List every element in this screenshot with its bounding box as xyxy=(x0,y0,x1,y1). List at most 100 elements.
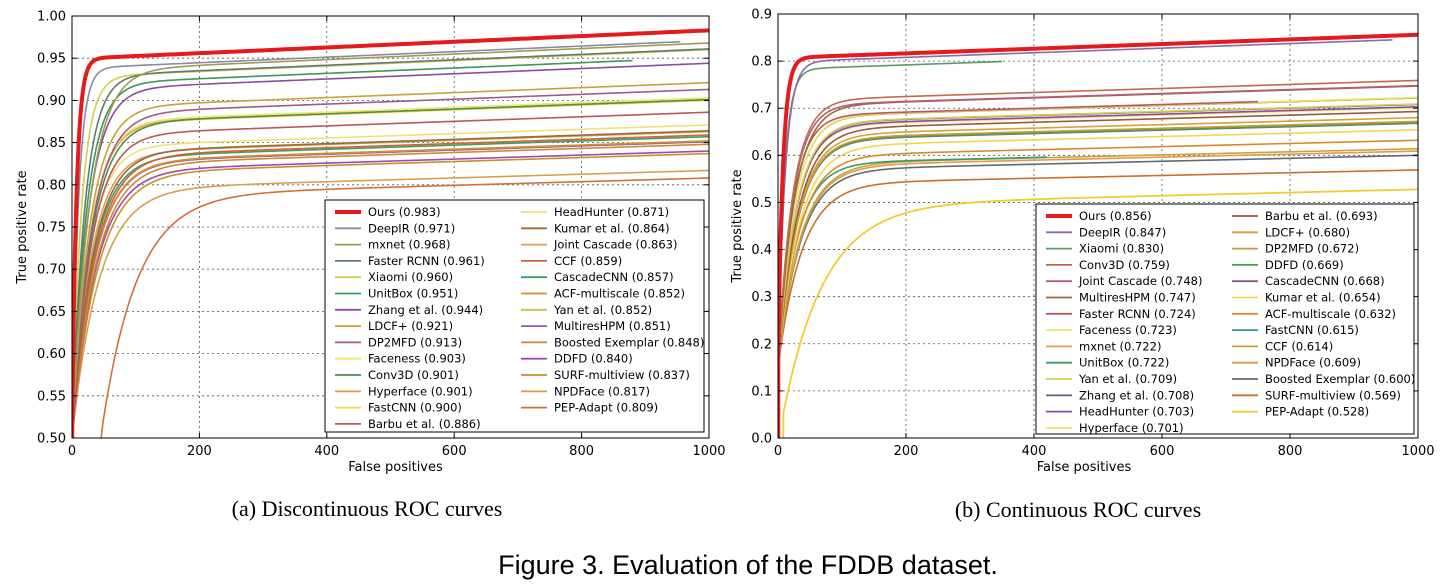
legend-label: MultiresHPM (0.747) xyxy=(1079,291,1196,305)
legend-label: CCF (0.614) xyxy=(1265,339,1333,353)
series-line-boosted-exemplar-0-848 xyxy=(72,143,709,438)
y-tick-label: 0.3 xyxy=(751,290,772,305)
series-line-dp2mfd-0-913 xyxy=(72,88,709,438)
legend-label: Joint Cascade (0.748) xyxy=(1078,274,1202,288)
legend-label: Barbu et al. (0.693) xyxy=(1265,209,1378,223)
legend-item-ldcf-0-921: LDCF+ (0.921) xyxy=(335,319,453,333)
legend-label: DDFD (0.669) xyxy=(1265,258,1344,272)
y-tick-label: 0.80 xyxy=(37,178,66,193)
legend-item-ours-0-983: Ours (0.983) xyxy=(335,205,441,219)
legend-item-surf-multiview-0-837: SURF-multiview (0.837) xyxy=(521,368,690,382)
legend-label: CascadeCNN (0.857) xyxy=(554,270,674,284)
y-tick-label: 0.0 xyxy=(751,432,772,447)
y-tick-label: 0.60 xyxy=(37,347,66,362)
legend-label: ACF-multiscale (0.852) xyxy=(554,287,685,301)
legend-item-zhang-et-al-0-708: Zhang et al. (0.708) xyxy=(1046,388,1194,402)
legend-item-ccf-0-859: CCF (0.859) xyxy=(521,254,622,268)
legend-label: mxnet (0.968) xyxy=(368,238,450,252)
legend-label: NPDFace (0.817) xyxy=(554,384,650,398)
legend-label: Kumar et al. (0.864) xyxy=(554,221,670,235)
legend-item-ddfd-0-840: DDFD (0.840) xyxy=(521,352,633,366)
series-group xyxy=(778,32,1418,438)
legend-label: Zhang et al. (0.944) xyxy=(368,303,483,317)
legend-label: DeepIR (0.971) xyxy=(368,221,455,235)
legend-item-acf-multiscale-0-852: ACF-multiscale (0.852) xyxy=(521,287,685,301)
legend-item-yan-et-al-0-709: Yan et al. (0.709) xyxy=(1046,372,1177,386)
legend-label: Zhang et al. (0.708) xyxy=(1079,388,1194,402)
legend-item-multireshpm-0-747: MultiresHPM (0.747) xyxy=(1046,291,1196,305)
x-tick-label: 800 xyxy=(569,444,594,459)
y-tick-label: 0.95 xyxy=(37,52,66,67)
roc-panel-discontinuous: 0 200 400 600 800 1000 0.50 0.55 0.60 0.65 0.70 0.7… xyxy=(15,10,726,476)
legend-box xyxy=(324,199,705,433)
legend-label: Faceness (0.903) xyxy=(368,352,466,366)
legend-item-joint-cascade-0-748: Joint Cascade (0.748) xyxy=(1046,274,1202,288)
legend-label: MultiresHPM (0.851) xyxy=(554,319,671,333)
legend-label: Barbu et al. (0.886) xyxy=(368,417,481,431)
y-tick-label: 0.1 xyxy=(751,384,772,399)
legend-label: Faceness (0.723) xyxy=(1079,323,1177,337)
series-line-faster-rcnn-0-961 xyxy=(72,48,709,438)
legend-item-ldcf-0-680: LDCF+ (0.680) xyxy=(1232,225,1350,239)
legend-label: DP2MFD (0.672) xyxy=(1265,242,1359,256)
series-line-kumar-et-al-0-864 xyxy=(72,129,709,438)
series-line-acf-multiscale-0-632 xyxy=(778,139,1418,438)
x-tick-label: 800 xyxy=(1278,444,1303,459)
legend-label: DDFD (0.840) xyxy=(554,352,633,366)
series-group xyxy=(72,28,709,438)
y-tick-label: 0.90 xyxy=(37,94,66,109)
legend-label: HeadHunter (0.871) xyxy=(554,205,669,219)
legend-item-pep-adapt-0-528: PEP-Adapt (0.528) xyxy=(1232,405,1369,419)
legend-label: Faster RCNN (0.724) xyxy=(1079,307,1196,321)
legend-label: Faster RCNN (0.961) xyxy=(368,254,485,268)
y-tick-label: 0.75 xyxy=(37,221,66,236)
legend-item-npdface-0-609: NPDFace (0.609) xyxy=(1232,356,1361,370)
legend-label: SURF-multiview (0.569) xyxy=(1265,388,1401,402)
y-tick-label: 0.50 xyxy=(37,432,66,447)
series-line-conv3d-0-759 xyxy=(778,79,1418,438)
legend-item-npdface-0-817: NPDFace (0.817) xyxy=(521,384,650,398)
legend-item-barbu-et-al-0-693: Barbu et al. (0.693) xyxy=(1232,209,1378,223)
legend-item-boosted-exemplar-0-600: Boosted Exemplar (0.600) xyxy=(1232,372,1415,386)
x-axis-label: False positives xyxy=(348,460,443,475)
y-tick-label: 0.5 xyxy=(751,196,772,211)
legend-item-faceness-0-903: Faceness (0.903) xyxy=(335,352,466,366)
series-line-pep-adapt-0-809 xyxy=(100,177,709,438)
plot-frame xyxy=(777,13,1419,439)
legend-label: Yan et al. (0.709) xyxy=(1078,372,1177,386)
x-tick-label: 600 xyxy=(442,444,467,459)
legend-label: Yan et al. (0.852) xyxy=(553,303,652,317)
legend-item-cascadecnn-0-668: CascadeCNN (0.668) xyxy=(1232,274,1385,288)
legend-label: ACF-multiscale (0.632) xyxy=(1265,307,1396,321)
legend-item-faster-rcnn-0-961: Faster RCNN (0.961) xyxy=(335,254,485,268)
series-line-unitbox-0-951 xyxy=(72,59,633,438)
legend: Ours (0.983) DeepIR (0.971) mxnet (0.968) F… xyxy=(324,199,705,433)
legend-label: SURF-multiview (0.837) xyxy=(554,368,690,382)
legend-label: LDCF+ (0.680) xyxy=(1265,225,1350,239)
legend-item-fastcnn-0-900: FastCNN (0.900) xyxy=(335,401,462,415)
x-tick-label: 200 xyxy=(187,444,212,459)
legend-item-multireshpm-0-851: MultiresHPM (0.851) xyxy=(521,319,671,333)
legend-label: UnitBox (0.951) xyxy=(368,287,458,301)
series-line-joint-cascade-0-863 xyxy=(72,130,709,438)
legend-item-headhunter-0-871: HeadHunter (0.871) xyxy=(521,205,669,219)
series-line-kumar-et-al-0-654 xyxy=(778,129,1418,438)
legend-label: Conv3D (0.759) xyxy=(1079,258,1170,272)
legend-item-unitbox-0-951: UnitBox (0.951) xyxy=(335,287,458,301)
legend-item-barbu-et-al-0-886: Barbu et al. (0.886) xyxy=(335,417,481,431)
legend-item-ccf-0-614: CCF (0.614) xyxy=(1232,339,1333,353)
legend-label: DP2MFD (0.913) xyxy=(368,335,462,349)
y-tick-label: 0.65 xyxy=(37,305,66,320)
y-tick-label: 0.85 xyxy=(37,136,66,151)
series-line-barbu-et-al-0-886 xyxy=(72,111,709,438)
legend-item-hyperface-0-901: Hyperface (0.901) xyxy=(335,384,473,398)
legend-item-headhunter-0-703: HeadHunter (0.703) xyxy=(1046,405,1194,419)
y-tick-label: 0.8 xyxy=(751,55,772,70)
legend-item-faceness-0-723: Faceness (0.723) xyxy=(1046,323,1177,337)
legend-item-cascadecnn-0-857: CascadeCNN (0.857) xyxy=(521,270,674,284)
legend-item-boosted-exemplar-0-848: Boosted Exemplar (0.848) xyxy=(521,335,704,349)
series-line-ours-0-983 xyxy=(72,28,709,438)
legend-item-pep-adapt-0-809: PEP-Adapt (0.809) xyxy=(521,401,658,415)
series-line-barbu-et-al-0-693 xyxy=(778,110,1418,438)
legend-label: Boosted Exemplar (0.848) xyxy=(554,335,704,349)
